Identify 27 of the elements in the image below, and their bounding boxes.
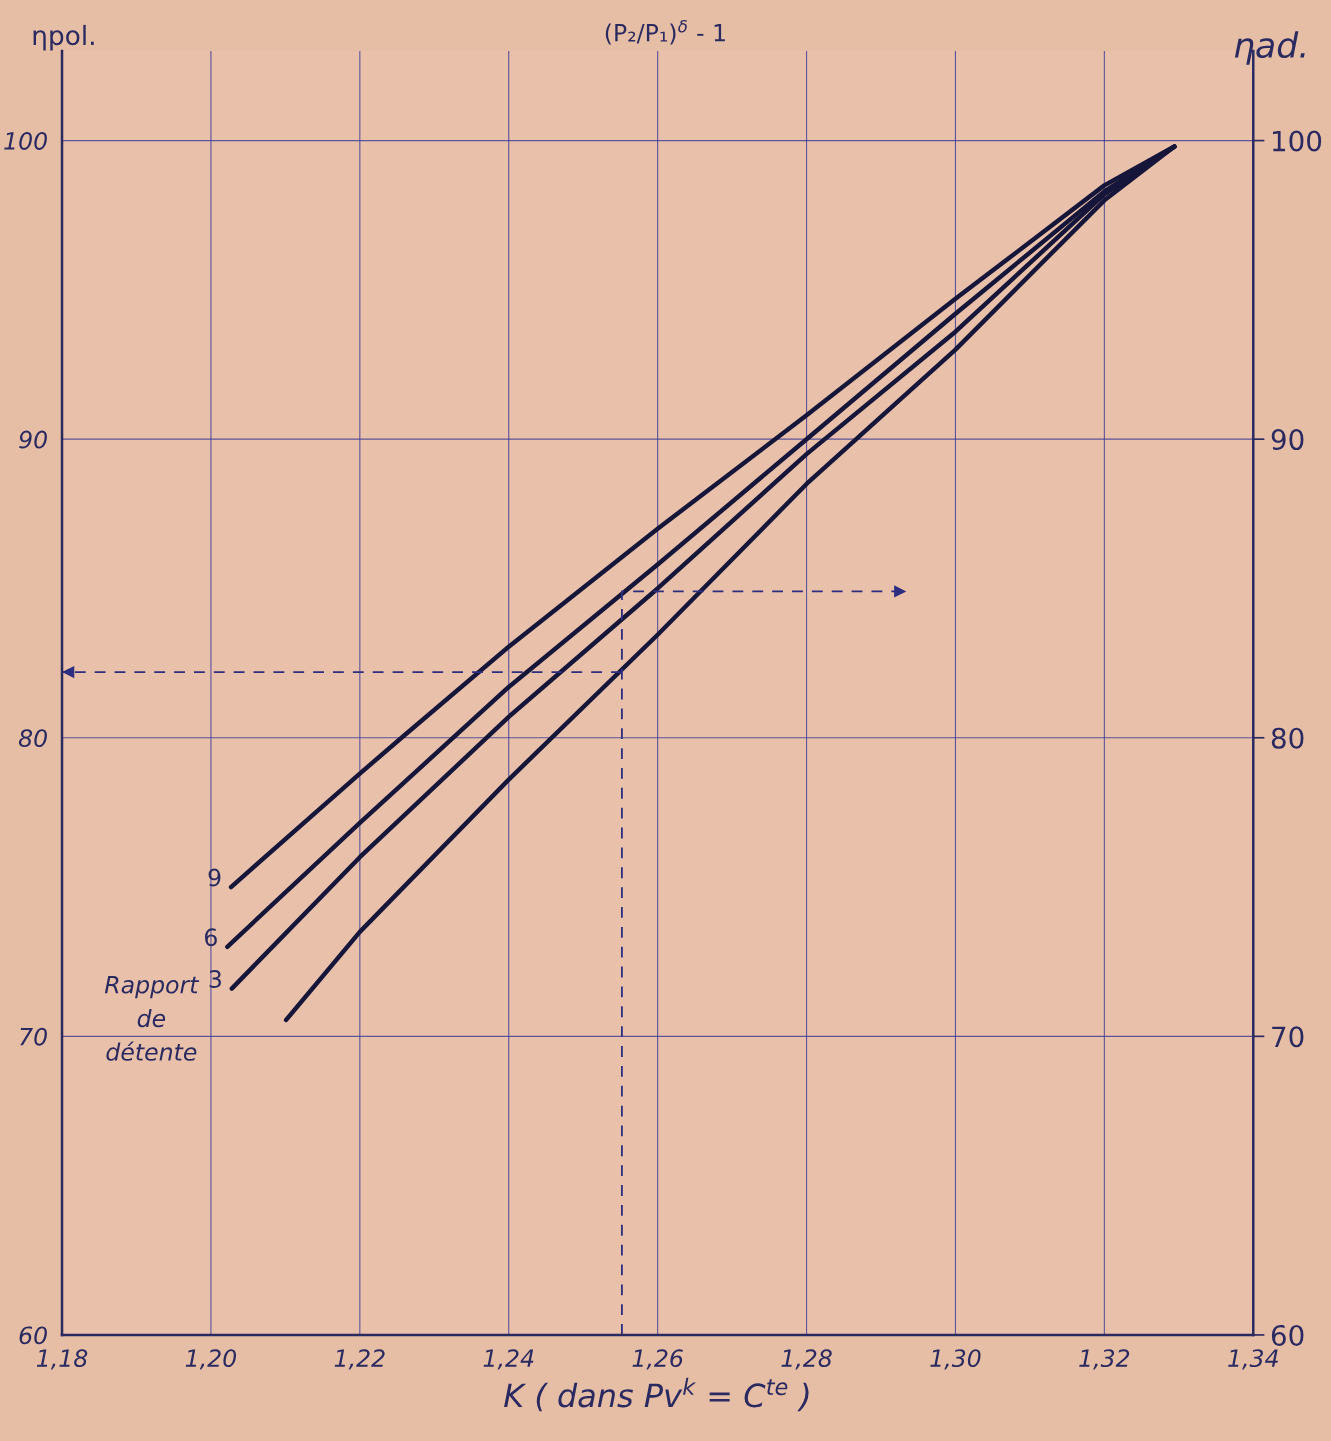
series-label: 3 bbox=[209, 970, 221, 988]
x-axis-title: K ( dans Pv$^{k}$ = C$^{te}$ ) bbox=[504, 1377, 809, 1412]
annotation: Rapport de détente bbox=[104, 976, 200, 1061]
series-label: 9 bbox=[208, 868, 221, 887]
y-tick-label: 100 bbox=[4, 132, 47, 150]
y2-tick-label: 60 bbox=[1271, 1324, 1304, 1346]
x-tick-label: 1,32 bbox=[1079, 1349, 1130, 1370]
x-tick-label: 1,28 bbox=[781, 1349, 832, 1370]
y-tick-label: 80 bbox=[18, 729, 47, 748]
x-tick-label: 1,20 bbox=[185, 1349, 237, 1370]
y2-axis-title: ηad. bbox=[1234, 31, 1305, 65]
x-tick-label: 1,18 bbox=[36, 1349, 88, 1370]
x-tick-label: 1,30 bbox=[930, 1349, 981, 1370]
y-axis-title: ηpol. bbox=[33, 24, 94, 51]
y2-tick-label: 90 bbox=[1271, 429, 1304, 451]
y2-tick-label: 100 bbox=[1272, 130, 1322, 152]
x-tick-label: 1,34 bbox=[1228, 1349, 1278, 1370]
y-tick-label: 90 bbox=[19, 430, 47, 449]
series-label: 6 bbox=[205, 928, 217, 947]
y2-tick-label: 70 bbox=[1272, 1026, 1304, 1048]
y2-tick-label: 80 bbox=[1271, 727, 1304, 749]
chart-title: (P₂/P₁)$^{δ}$ - 1 bbox=[605, 20, 725, 45]
x-tick-label: 1,26 bbox=[632, 1349, 683, 1370]
y-tick-label: 70 bbox=[20, 1027, 47, 1046]
x-tick-label: 1,24 bbox=[483, 1349, 534, 1370]
x-tick-label: 1,22 bbox=[334, 1349, 385, 1370]
y-tick-label: 60 bbox=[19, 1326, 47, 1345]
